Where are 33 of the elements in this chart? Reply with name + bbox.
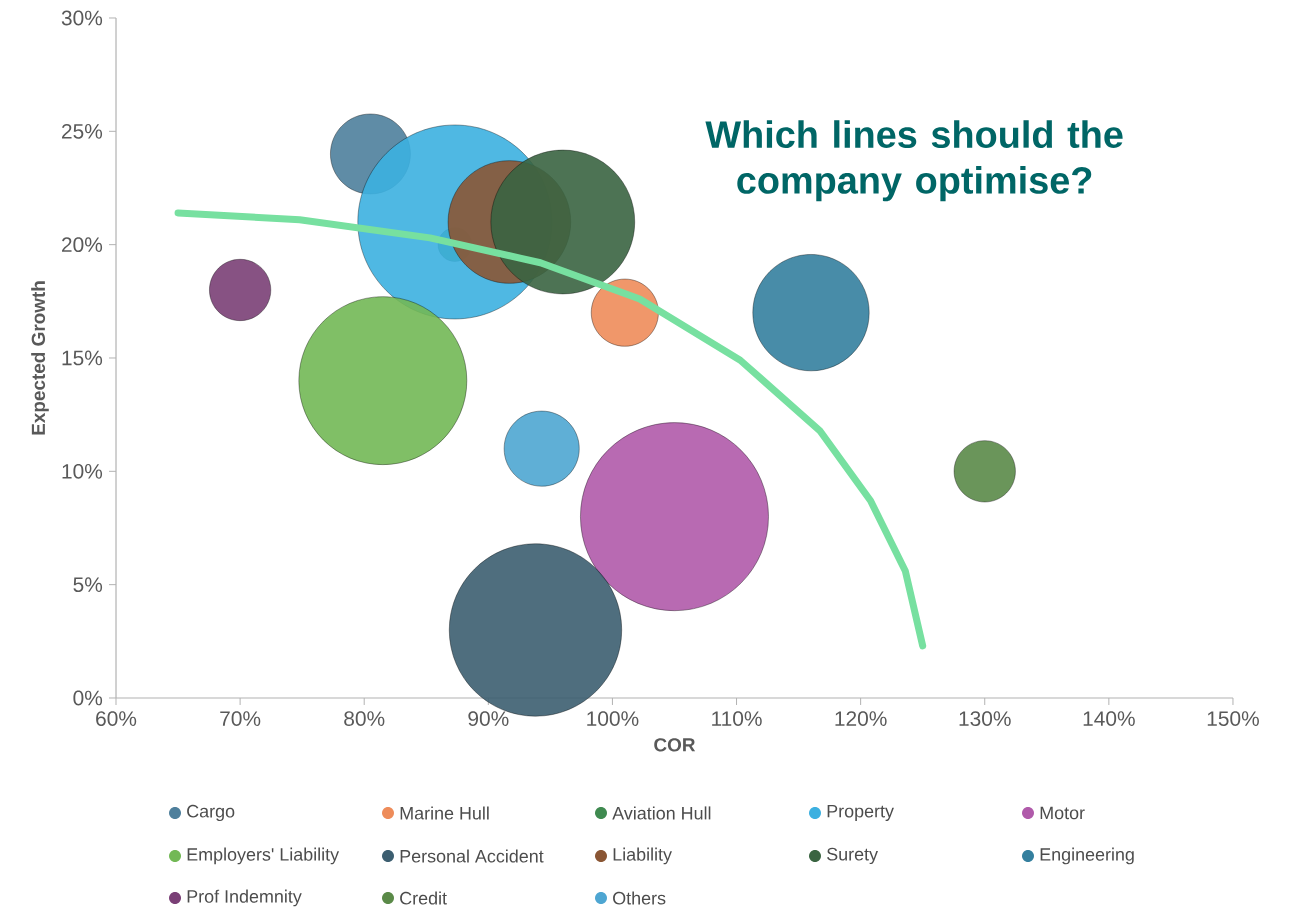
- legend-label: Aviation Hull: [612, 806, 711, 820]
- legend-label: Marine Hull: [400, 806, 489, 820]
- legend-label: Personal Accident: [400, 849, 544, 863]
- x-tick-label: 130%: [959, 711, 1011, 726]
- y-tick-label: 20%: [62, 237, 103, 253]
- legend-label: Liability: [613, 847, 672, 865]
- y-tick-label: 15%: [62, 350, 103, 366]
- x-tick-label: 80%: [344, 711, 385, 726]
- x-tick-label: 150%: [1207, 711, 1259, 726]
- x-tick-label: 120%: [835, 711, 887, 726]
- x-tick-label: 140%: [1083, 711, 1135, 726]
- legend-label: Employers' Liability: [187, 847, 340, 865]
- x-tick-label: 100%: [587, 711, 639, 726]
- y-tick-label: 10%: [62, 463, 103, 479]
- x-tick-label: 110%: [712, 711, 762, 726]
- x-tick-label: 90%: [468, 711, 509, 726]
- x-axis-title: COR: [654, 738, 696, 752]
- y-tick-label: 5%: [73, 577, 103, 593]
- y-tick-label: 0%: [73, 690, 103, 706]
- x-tick-label: 60%: [96, 711, 137, 726]
- legend-label: Engineering: [1040, 847, 1134, 865]
- legend-label: Motor: [1040, 806, 1085, 820]
- annotation: Which lines should the company optimise?: [705, 120, 1123, 202]
- y-tick-label: 30%: [61, 10, 103, 26]
- x-tick-label: 70%: [220, 711, 261, 726]
- legend-label: Cargo: [187, 804, 235, 822]
- legend-label: Surety: [827, 847, 878, 865]
- legend-label: Property: [827, 804, 894, 822]
- y-tick-label: 25%: [62, 123, 103, 139]
- legend-label: Credit: [400, 891, 447, 905]
- legend-label: Others: [613, 891, 666, 905]
- y-axis-title: Expected Growth: [31, 281, 49, 435]
- legend-label: Prof Indemnity: [187, 889, 302, 907]
